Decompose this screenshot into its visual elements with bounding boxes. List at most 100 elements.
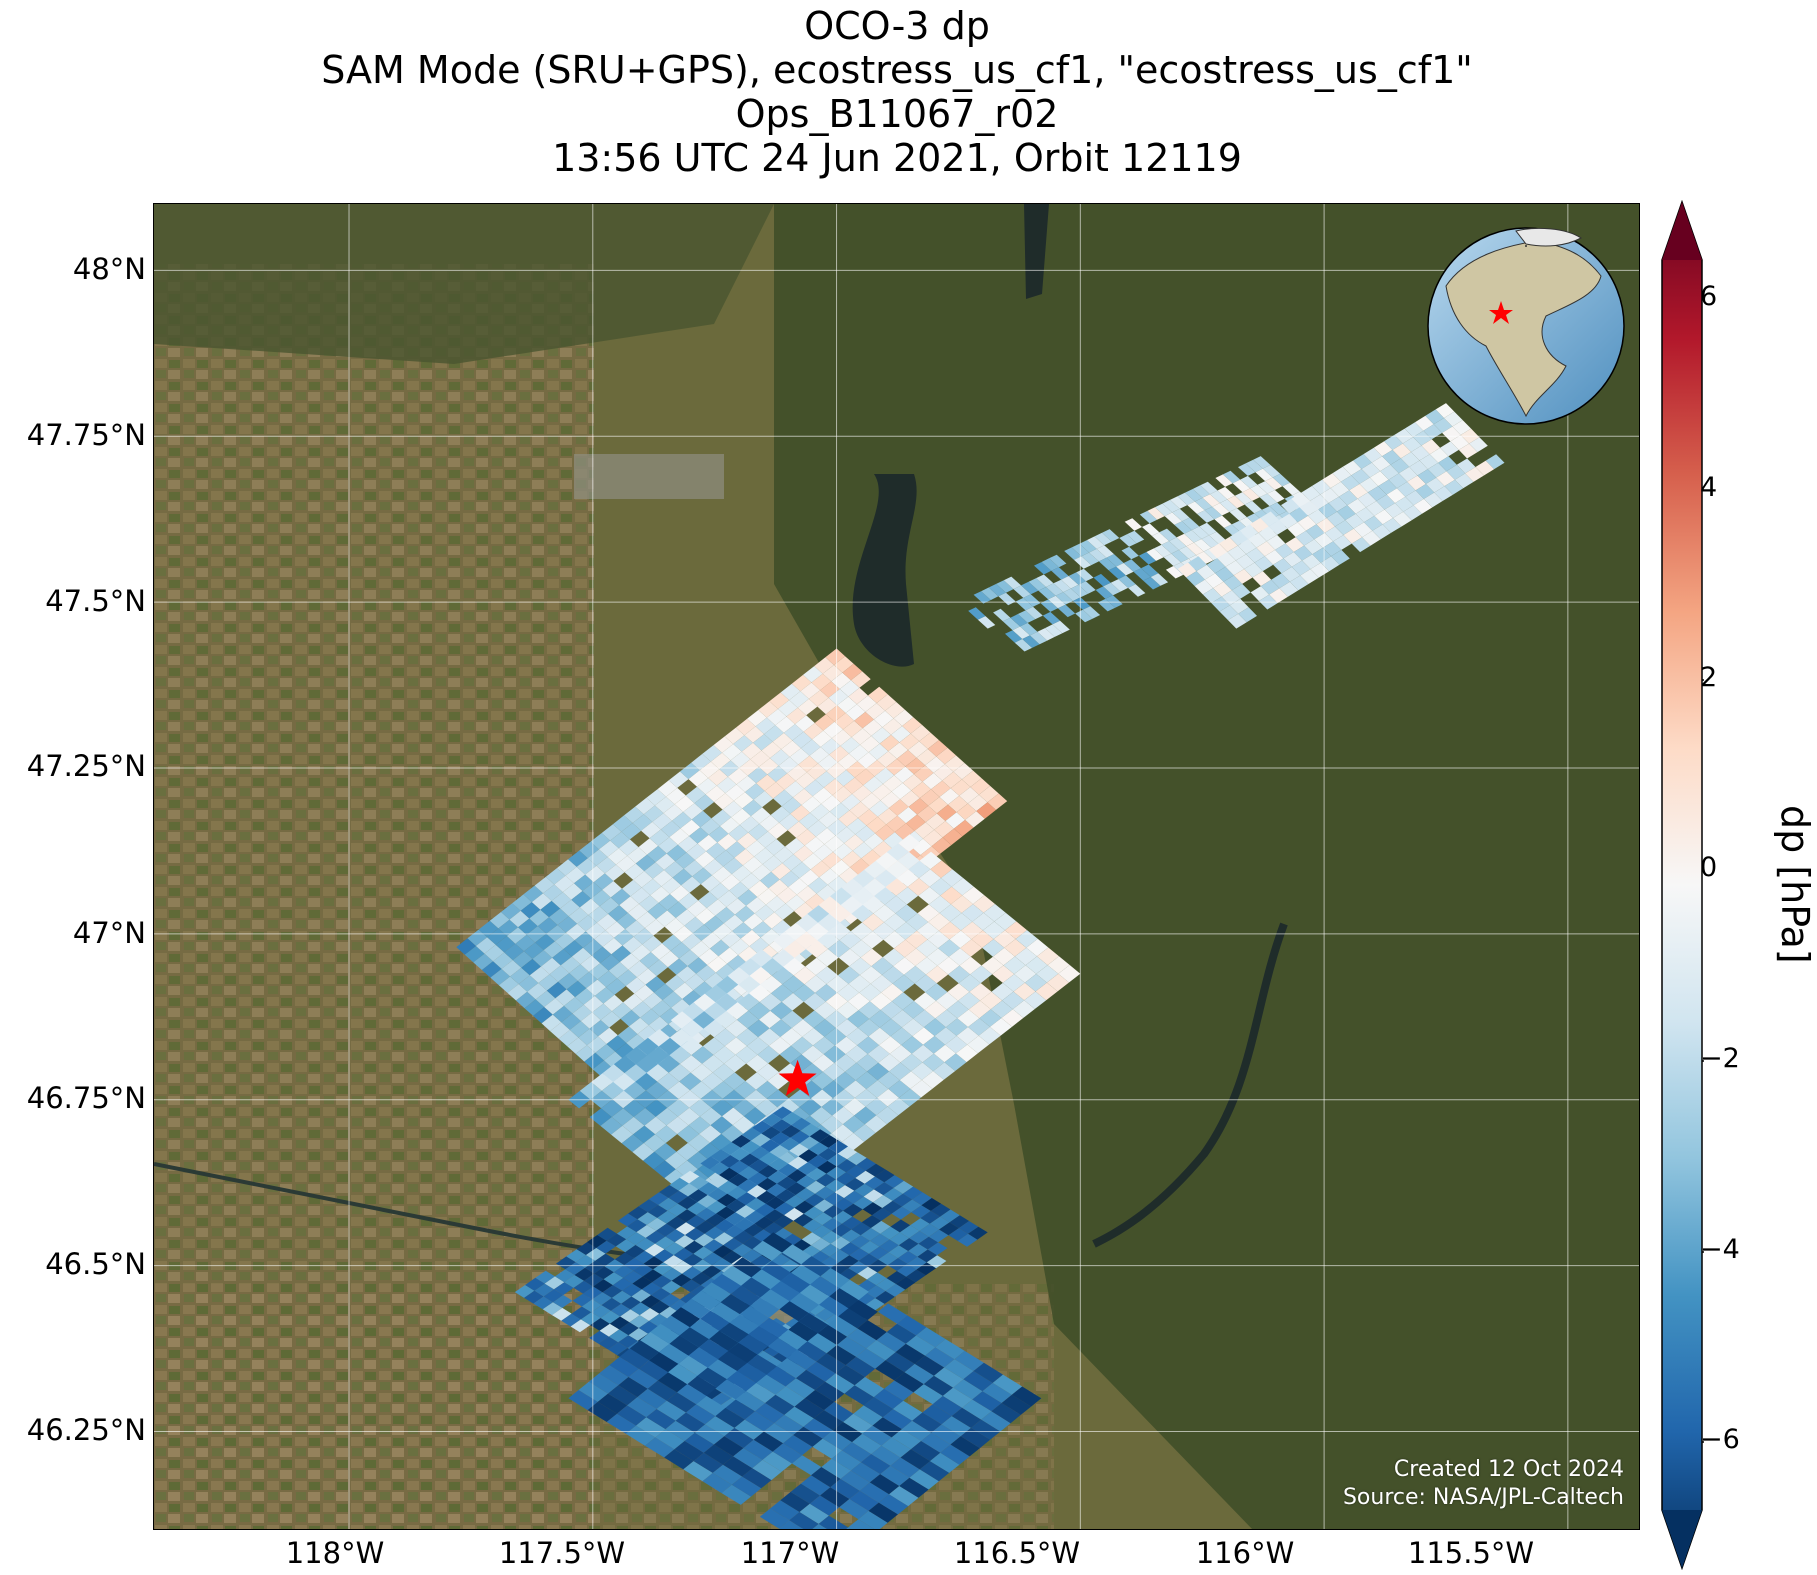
dp-sounding-cell <box>1058 965 1081 983</box>
dp-sounding-cell <box>919 1223 940 1237</box>
dp-sounding-cell <box>658 837 678 854</box>
dp-sounding-cell <box>597 1227 617 1241</box>
dp-sounding-cell <box>882 966 904 984</box>
dp-sounding-cell <box>656 1223 676 1237</box>
dp-sounding-cell <box>666 1116 689 1135</box>
dp-sounding-cell <box>869 1010 892 1028</box>
dp-sounding-cell <box>842 1133 865 1151</box>
dp-sounding-cell <box>865 1163 886 1177</box>
dp-sounding-cell <box>945 1018 968 1036</box>
dp-sounding-cell <box>845 1062 867 1081</box>
dp-sounding-cell <box>1458 443 1478 459</box>
dp-sounding-cell <box>911 781 931 799</box>
dp-sounding-cell <box>1204 573 1224 589</box>
dp-sounding-cell <box>1295 530 1315 546</box>
dp-sounding-cell <box>718 1350 748 1371</box>
dp-sounding-cell <box>599 1365 629 1386</box>
dp-sounding-cell <box>771 863 791 880</box>
dp-sounding-cell <box>858 809 878 826</box>
dp-sounding-cell <box>738 946 758 963</box>
dp-sounding-cell <box>853 1124 876 1142</box>
dp-sounding-cell <box>778 1329 808 1350</box>
dp-sounding-cell <box>1012 1000 1035 1018</box>
dp-sounding-cell <box>648 1029 671 1047</box>
dp-sounding-cell <box>660 1315 690 1336</box>
dp-sounding-cell <box>596 913 617 931</box>
dp-sounding-cell <box>746 1054 769 1073</box>
dp-sounding-cell <box>889 1232 910 1246</box>
dp-sounding-cell <box>696 1395 726 1417</box>
dp-sounding-cell <box>572 1293 593 1307</box>
dp-sounding-cell <box>841 1442 872 1463</box>
dp-sounding-cell <box>789 1512 819 1529</box>
dp-sounding-cell <box>779 1301 809 1322</box>
dp-sounding-cell <box>645 1081 668 1100</box>
dp-sounding-cell <box>624 1257 644 1271</box>
dp-sounding-cell <box>716 1379 747 1400</box>
dp-sounding-cell <box>893 1180 914 1194</box>
dp-sounding-cell <box>787 1349 817 1370</box>
dp-sounding-cell <box>1217 551 1236 567</box>
dp-sounding-cell <box>711 1273 742 1294</box>
dp-sounding-cell <box>759 993 782 1011</box>
dp-sounding-cell <box>656 910 676 927</box>
dp-sounding-cell <box>768 879 789 896</box>
dp-sounding-cell <box>1351 469 1370 484</box>
dp-sounding-cell <box>843 777 864 794</box>
dp-sounding-cell <box>852 842 873 859</box>
dp-sounding-cell <box>843 1097 866 1116</box>
dp-sounding-cell <box>715 907 735 924</box>
dp-sounding-cell <box>688 770 709 787</box>
dp-sounding-cell <box>614 929 634 946</box>
dp-sounding-cell <box>504 943 524 961</box>
dp-sounding-cell <box>1434 486 1453 501</box>
dp-sounding-cell <box>860 948 883 967</box>
dp-sounding-cell <box>702 745 723 762</box>
dp-sounding-cell <box>692 924 713 941</box>
dp-sounding-cell <box>481 961 502 978</box>
dp-sounding-cell <box>854 768 875 786</box>
dp-sounding-cell <box>942 1387 973 1408</box>
dp-sounding-cell <box>623 1270 643 1284</box>
dp-sounding-cell <box>779 1137 800 1151</box>
dp-sounding-cell <box>957 1009 980 1027</box>
map-canvas[interactable] <box>154 204 1640 1530</box>
dp-sounding-cell <box>687 1134 710 1152</box>
dp-sounding-cell <box>1252 571 1272 587</box>
dp-sounding-cell <box>847 1328 877 1349</box>
dp-sounding-cell <box>800 1475 831 1496</box>
map-panel[interactable] <box>153 203 1640 1530</box>
title-line-3: Ops_B11067_r02 <box>735 92 1059 136</box>
dp-sounding-cell <box>932 1395 963 1417</box>
dp-sounding-cell <box>792 731 813 749</box>
dp-sounding-cell <box>700 1156 720 1170</box>
dp-sounding-cell <box>990 1018 1013 1036</box>
dp-sounding-cell <box>780 1272 811 1293</box>
dp-sounding-cell <box>823 1045 846 1063</box>
dp-sounding-cell <box>1005 921 1027 939</box>
dp-sounding-cell <box>938 939 961 957</box>
dp-sounding-cell <box>576 858 597 875</box>
dp-sounding-cell <box>981 587 999 600</box>
dp-sounding-cell <box>646 789 667 806</box>
dp-sounding-cell <box>923 1018 946 1036</box>
dp-sounding-cell <box>817 1324 848 1345</box>
dp-sounding-cell <box>891 782 912 800</box>
dp-sounding-cell <box>589 963 609 980</box>
dp-sounding-cell <box>818 754 838 772</box>
dp-sounding-cell <box>1139 510 1158 524</box>
dp-sounding-cell <box>577 915 597 932</box>
dp-sounding-cell <box>731 1476 762 1497</box>
dp-sounding-cell <box>1402 437 1422 452</box>
dp-sounding-cell <box>784 781 805 798</box>
dp-sounding-cell <box>1423 492 1443 508</box>
dp-sounding-cell <box>608 1329 629 1343</box>
dp-sounding-cell <box>1242 488 1260 501</box>
dp-sounding-cell <box>907 1256 927 1270</box>
dp-sounding-cell <box>512 951 533 968</box>
dp-sounding-cell <box>800 1080 823 1099</box>
dp-sounding-cell <box>681 1020 704 1038</box>
dp-sounding-cell <box>757 1177 777 1191</box>
dp-sounding-cell <box>888 799 909 816</box>
dp-sounding-cell <box>692 1011 715 1029</box>
